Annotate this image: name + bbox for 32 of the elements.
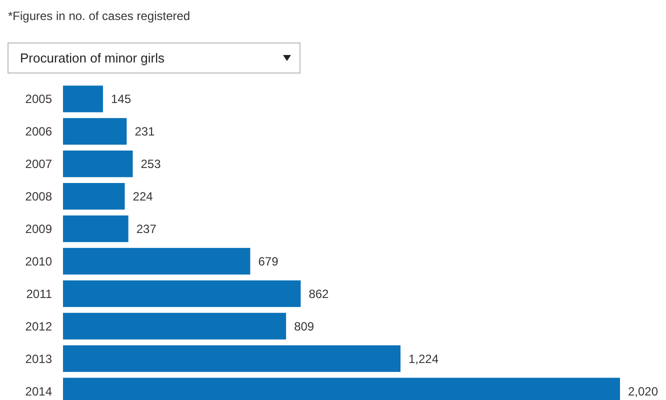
y-tick-label: 2010 xyxy=(25,254,52,268)
data-label: 1,224 xyxy=(408,352,439,366)
data-label: 2,020 xyxy=(628,384,658,398)
y-tick-label: 2013 xyxy=(25,352,52,366)
dropdown-field: Procuration of minor girls xyxy=(8,42,300,74)
data-label: 224 xyxy=(132,190,154,204)
data-label: 145 xyxy=(110,92,132,106)
data-label: 679 xyxy=(258,254,279,268)
data-label: 862 xyxy=(308,286,330,301)
bar xyxy=(63,312,286,340)
data-label: 231 xyxy=(134,124,156,139)
bar xyxy=(63,183,125,210)
y-tick-label: 2006 xyxy=(25,124,52,139)
bar xyxy=(63,215,128,242)
bar xyxy=(63,86,103,112)
data-label: 237 xyxy=(136,222,157,236)
bar xyxy=(63,345,401,372)
text: *Figures in no. of cases registered xyxy=(8,9,190,23)
y-tick-label: 2014 xyxy=(25,384,52,398)
y-tick-label: 2005 xyxy=(25,92,52,106)
y-tick-label: 2009 xyxy=(25,222,52,236)
y-tick-label: 2008 xyxy=(25,190,52,204)
y-tick-label: 2007 xyxy=(25,157,52,172)
bar xyxy=(63,150,133,178)
data-label: 809 xyxy=(294,319,314,334)
chart-title: Procuration of minor girls xyxy=(20,50,165,66)
data-label: 253 xyxy=(140,157,162,172)
y-tick-label: 2011 xyxy=(26,286,52,301)
bar xyxy=(63,248,250,275)
y-tick-label: 2012 xyxy=(25,319,52,334)
bar xyxy=(63,280,301,307)
bar xyxy=(63,118,127,145)
